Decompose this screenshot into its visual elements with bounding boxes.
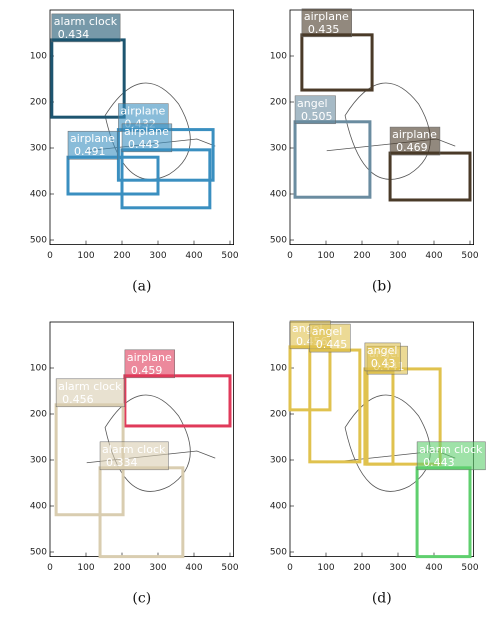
label-name: airplane [392,128,437,141]
x-tick-label: 200 [353,251,370,261]
caption: (b) [372,279,392,295]
y-tick-label: 500 [270,548,287,558]
x-tick-label: 400 [185,251,202,261]
caption: (d) [372,591,392,607]
caption: (c) [132,591,151,607]
x-tick-label: 200 [113,563,130,573]
label-score: 0.43 [371,357,396,370]
y-tick-label: 300 [270,456,287,466]
x-tick-label: 0 [287,563,293,573]
x-tick-label: 200 [113,251,130,261]
panel: 0100200300400500100200300400500angel0.45… [270,321,486,607]
label-name: alarm clock [54,15,118,28]
y-tick-label: 100 [30,364,47,374]
x-tick-label: 100 [317,251,334,261]
label-name: angel [312,325,343,338]
x-tick-label: 200 [353,563,370,573]
page: {"panels": [ {"caption": "(a)", "xlim": … [0,0,497,617]
x-tick-label: 400 [185,563,202,573]
label-score: 0.456 [62,393,93,406]
label-score: 0.443 [423,456,455,469]
label-name: alarm clock [102,443,166,456]
label-score: 0.505 [301,110,333,123]
label-score: 0.491 [74,145,106,158]
label-name: angel [367,344,398,357]
y-tick-label: 100 [270,52,287,62]
x-tick-label: 0 [47,563,53,573]
label-name: airplane [70,132,115,145]
x-tick-label: 300 [149,251,166,261]
figure: 0 100 200 300 400 500 100 200 300 400 500 alarm clo… [0,0,497,617]
y-tick-label: 400 [30,502,47,512]
y-tick-label: 500 [30,548,47,558]
label-name: alarm clock [419,443,483,456]
image-area [290,10,474,245]
x-tick-label: 100 [77,251,94,261]
y-tick-label: 100 [270,364,287,374]
x-tick-label: 400 [425,251,442,261]
label-score: 0.434 [58,28,90,41]
label-score: 0.443 [128,138,160,151]
label-score: 0.469 [396,141,428,154]
y-tick-label: 400 [270,190,287,200]
label-name: alarm clock [58,380,122,393]
label-name: airplane [127,351,172,364]
x-tick-label: 0 [47,251,53,261]
label-name: airplane [120,105,165,118]
y-tick-label: 400 [270,502,287,512]
x-tick-label: 500 [461,563,478,573]
y-tick-label: 500 [30,236,47,246]
label-score: 0.445 [316,338,348,351]
x-tick-label: 100 [317,563,334,573]
detection-label: alarm clock0.443 [417,442,485,470]
label-name: airplane [304,10,349,23]
x-tick-label: 500 [221,563,238,573]
caption: (a) [132,279,151,295]
y-tick-label: 300 [30,144,47,154]
x-tick-label: 300 [149,563,166,573]
x-tick-label: 500 [461,251,478,261]
y-tick-label: 300 [30,456,47,466]
x-tick-label: 0 [287,251,293,261]
label-name: airplane [124,125,169,138]
y-tick-label: 300 [270,144,287,154]
y-tick-label: 200 [270,410,287,420]
label-score: 0.334 [106,456,138,469]
label-score: 0.435 [308,23,340,36]
x-tick-label: 500 [221,251,238,261]
y-tick-label: 100 [30,52,47,62]
panel: 0 100 200 300 400 500 100 200 300 400 500 alarm clo… [30,10,239,295]
y-tick-label: 400 [30,190,47,200]
x-tick-label: 400 [425,563,442,573]
y-tick-label: 200 [30,410,47,420]
x-tick-label: 300 [389,251,406,261]
label-name: angel [297,97,328,110]
label-score: 0.459 [131,364,163,377]
y-tick-label: 500 [270,236,287,246]
y-tick-label: 200 [270,98,287,108]
y-tick-label: 200 [30,98,47,108]
x-tick-label: 300 [389,563,406,573]
x-tick-label: 100 [77,563,94,573]
